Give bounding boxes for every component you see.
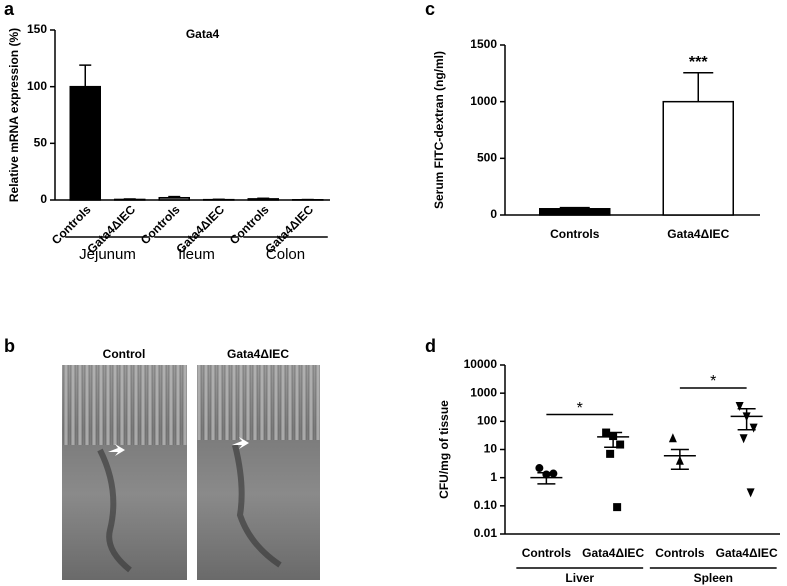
bar xyxy=(114,198,146,201)
panel-letter: d xyxy=(425,336,436,356)
arrow xyxy=(108,444,125,456)
y-tick-label: 50 xyxy=(34,136,48,150)
panel-letter: c xyxy=(425,0,435,19)
point xyxy=(535,464,544,473)
x-tick-label: Gata4ΔIEC xyxy=(582,546,644,560)
arrow xyxy=(232,437,249,449)
micrograph-junction xyxy=(97,448,132,573)
y-tick-label: 500 xyxy=(477,151,497,165)
micrograph-villi xyxy=(62,365,187,445)
x-tick-label: Controls xyxy=(49,202,94,247)
y-tick-label: 1 xyxy=(490,470,497,484)
point xyxy=(613,503,622,512)
x-tick-label: Controls xyxy=(227,202,272,247)
y-tick-label: 0.10 xyxy=(474,498,498,512)
y-axis-label: Serum FITC-dextran (ng/ml) xyxy=(432,51,446,209)
group-label: Colon xyxy=(266,246,305,263)
x-tick-label: Controls xyxy=(550,227,600,241)
group-label: Ileum xyxy=(178,246,215,263)
point xyxy=(616,440,625,449)
y-tick-label: 0 xyxy=(40,192,47,206)
bar xyxy=(662,100,734,216)
point xyxy=(606,449,615,458)
bar xyxy=(539,208,611,216)
bar xyxy=(247,198,279,201)
annotation: *** xyxy=(689,54,708,71)
chart-title: Gata4 xyxy=(186,27,220,41)
x-tick-label: Controls xyxy=(522,546,572,560)
point xyxy=(735,402,744,412)
micrograph-villi xyxy=(197,365,320,440)
bracket-label: * xyxy=(577,400,583,417)
x-tick-label: Gata4ΔIEC xyxy=(667,227,729,241)
y-tick-label: 150 xyxy=(27,22,47,36)
panel-letter: a xyxy=(4,0,15,19)
x-tick-label: Controls xyxy=(138,202,183,247)
y-tick-label: 1000 xyxy=(470,385,497,399)
y-tick-label: 0.01 xyxy=(474,526,498,540)
point xyxy=(739,434,748,444)
bar xyxy=(158,196,190,201)
y-tick-label: 0 xyxy=(490,207,497,221)
y-tick-label: 100 xyxy=(27,79,47,93)
y-tick-label: 10 xyxy=(484,442,498,456)
group-label: Spleen xyxy=(694,571,733,585)
y-tick-label: 1000 xyxy=(470,94,497,108)
bracket-label: * xyxy=(710,373,716,390)
group-label: Jejunum xyxy=(79,246,136,263)
y-axis-label: Relative mRNA expression (%) xyxy=(7,28,21,202)
image-label: Gata4ΔIEC xyxy=(227,347,289,361)
bar xyxy=(69,85,101,201)
y-tick-label: 1500 xyxy=(470,37,497,51)
x-tick-label: Gata4ΔIEC xyxy=(716,546,778,560)
micrograph-junction xyxy=(232,444,282,568)
x-tick-label: Controls xyxy=(655,546,705,560)
y-tick-label: 100 xyxy=(477,414,497,428)
y-tick-label: 10000 xyxy=(464,357,498,371)
point xyxy=(549,469,558,478)
panel-b: b Control Gata4ΔIEC xyxy=(4,336,320,580)
point xyxy=(749,423,758,433)
point xyxy=(668,433,677,443)
y-axis-label: CFU/mg of tissue xyxy=(437,400,451,499)
panel-letter: b xyxy=(4,336,15,356)
image-label: Control xyxy=(103,347,146,361)
group-label: Liver xyxy=(565,571,594,585)
point xyxy=(746,488,755,498)
